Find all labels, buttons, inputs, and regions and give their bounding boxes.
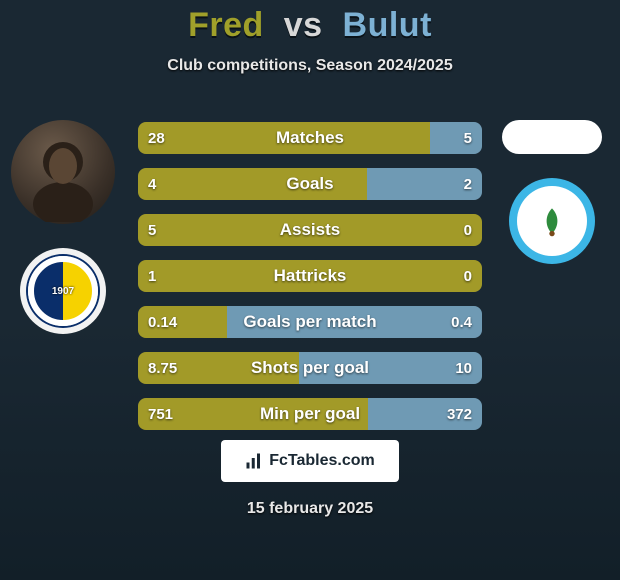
player2-club-logo	[509, 178, 595, 264]
chart-icon	[245, 452, 263, 470]
left-player-column: 1907	[8, 120, 118, 334]
player1-avatar	[11, 120, 115, 224]
stat-value-right: 5	[464, 130, 472, 147]
stat-value-left: 751	[148, 406, 173, 423]
stat-value-right: 0.4	[451, 314, 472, 331]
stat-value-left: 8.75	[148, 360, 177, 377]
stat-value-left: 28	[148, 130, 165, 147]
stat-seg-left	[138, 260, 482, 292]
stat-row: 8.7510Shots per goal	[138, 352, 482, 384]
stat-value-right: 2	[464, 176, 472, 193]
stat-row: 50Assists	[138, 214, 482, 246]
club1-year: 1907	[52, 286, 74, 297]
stat-seg-left	[138, 214, 482, 246]
stat-seg-left	[138, 122, 430, 154]
fctables-logo: FcTables.com	[221, 440, 399, 482]
stat-value-right: 372	[447, 406, 472, 423]
avatar-silhouette-icon	[13, 122, 113, 222]
stats-bars: 285Matches42Goals50Assists10Hattricks0.1…	[138, 122, 482, 430]
stat-row: 285Matches	[138, 122, 482, 154]
stat-value-left: 0.14	[148, 314, 177, 331]
fctables-text: FcTables.com	[269, 452, 375, 470]
stat-row: 0.140.4Goals per match	[138, 306, 482, 338]
stat-value-left: 5	[148, 222, 156, 239]
page-title: Fred vs Bulut	[0, 0, 620, 45]
stat-value-right: 0	[464, 222, 472, 239]
player1-club-logo: 1907	[20, 248, 106, 334]
stat-row: 751372Min per goal	[138, 398, 482, 430]
stat-seg-left	[138, 168, 367, 200]
stat-value-left: 4	[148, 176, 156, 193]
stat-value-right: 10	[455, 360, 472, 377]
player2-avatar-blank	[502, 120, 602, 154]
tea-leaf-icon	[534, 203, 570, 239]
stat-row: 42Goals	[138, 168, 482, 200]
stat-seg-right	[227, 306, 482, 338]
comparison-date: 15 february 2025	[0, 500, 620, 518]
subtitle: Club competitions, Season 2024/2025	[0, 57, 620, 75]
player2-name: Bulut	[343, 6, 432, 44]
right-player-column	[492, 120, 612, 264]
stat-seg-right	[430, 122, 482, 154]
stat-row: 10Hattricks	[138, 260, 482, 292]
player1-name: Fred	[188, 6, 264, 44]
stat-value-right: 0	[464, 268, 472, 285]
vs-text: vs	[284, 6, 323, 44]
stat-value-left: 1	[148, 268, 156, 285]
